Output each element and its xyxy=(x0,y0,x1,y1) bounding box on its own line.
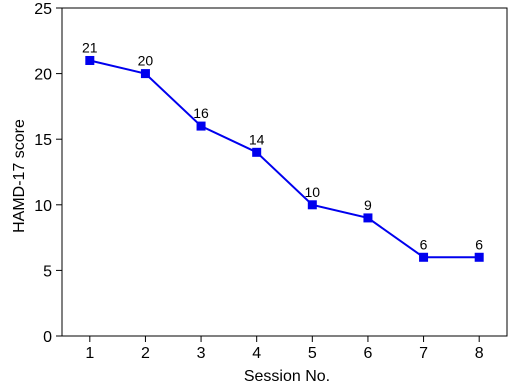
x-axis-ticks: 1 2 3 4 5 6 7 8 xyxy=(85,336,484,362)
plot-frame xyxy=(61,7,508,337)
data-point-marker xyxy=(85,55,95,65)
data-point-marker xyxy=(252,147,262,157)
data-point-marker xyxy=(140,69,150,79)
y-tick-label: 0 xyxy=(43,329,52,346)
data-label: 14 xyxy=(249,131,265,147)
x-tick-label: 3 xyxy=(197,345,206,362)
plot-area xyxy=(61,7,508,337)
x-tick-label: 6 xyxy=(363,345,372,362)
x-tick-label: 4 xyxy=(252,345,261,362)
x-tick-label: 1 xyxy=(85,345,94,362)
data-label: 9 xyxy=(364,197,372,213)
series-line xyxy=(89,59,480,259)
y-tick-label: 15 xyxy=(34,132,52,149)
y-tick-label: 25 xyxy=(34,1,52,18)
data-label: 16 xyxy=(193,105,209,121)
data-point-marker xyxy=(474,252,484,262)
y-tick-label: 5 xyxy=(43,263,52,280)
data-label: 20 xyxy=(138,53,154,69)
x-tick-label: 8 xyxy=(475,345,484,362)
x-tick-label: 2 xyxy=(141,345,150,362)
x-tick-label: 7 xyxy=(419,345,428,362)
data-label: 6 xyxy=(475,236,483,252)
x-tick-label: 5 xyxy=(308,345,317,362)
data-point-marker xyxy=(419,252,429,262)
y-tick-label: 10 xyxy=(34,198,52,215)
y-tick-label: 20 xyxy=(34,67,52,84)
data-label: 21 xyxy=(82,39,98,55)
y-axis-ticks: 0 5 10 15 20 25 xyxy=(34,1,62,346)
y-axis-title: HAMD-17 score xyxy=(11,119,28,233)
data-point-marker xyxy=(196,121,206,131)
data-point-marker xyxy=(363,213,373,223)
x-axis-title: Session No. xyxy=(244,368,330,385)
series-layer: 21 20 16 14 10 9 6 6 xyxy=(82,39,484,262)
data-label: 10 xyxy=(305,184,321,200)
data-label: 6 xyxy=(420,236,428,252)
data-point-marker xyxy=(307,200,317,210)
